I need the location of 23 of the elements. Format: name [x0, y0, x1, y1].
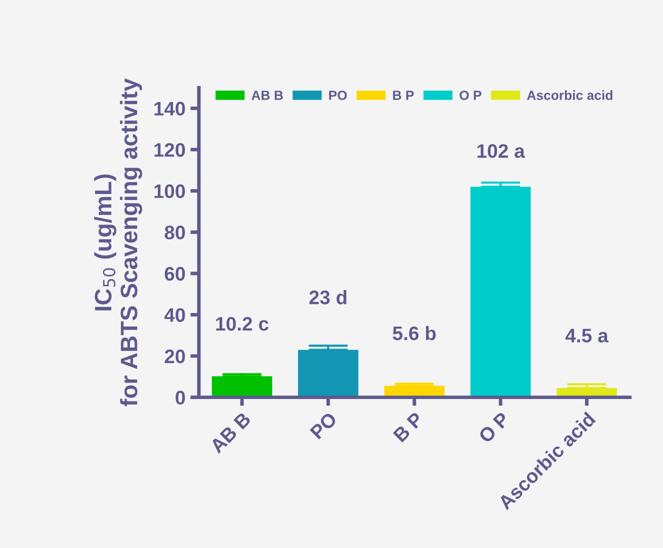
legend-label: O P	[460, 90, 482, 100]
y-tick-label: 140	[154, 102, 185, 116]
x-tick-label: B P	[392, 411, 424, 442]
y-tick-label: 20	[164, 349, 185, 364]
y-axis-title: IC$_{50}$ (ug/mL) for ABTS Scavenging activity	[94, 78, 142, 406]
y-tick-label: 0	[176, 390, 185, 405]
data-label: 4.5 a	[565, 328, 609, 342]
legend-label: PO	[329, 90, 347, 100]
data-label: 102 a	[477, 144, 526, 158]
x-tick-label: AB B	[209, 412, 252, 454]
x-tick-label: O P	[478, 411, 510, 444]
legend-label: Ascorbic acid	[526, 90, 612, 100]
legend-label: B P	[393, 90, 414, 100]
y-tick-label: 100	[154, 184, 185, 198]
data-label: 23 d	[309, 290, 346, 304]
legend-label: AB B	[252, 90, 283, 100]
x-tick-label: PO	[310, 411, 338, 440]
data-label: 5.6 b	[392, 326, 436, 340]
y-tick-label: 40	[164, 308, 185, 322]
y-tick-label: 60	[164, 266, 185, 281]
data-label: 10.2 c	[216, 316, 268, 331]
y-tick-label: 80	[164, 226, 185, 240]
y-tick-label: 120	[154, 143, 185, 157]
